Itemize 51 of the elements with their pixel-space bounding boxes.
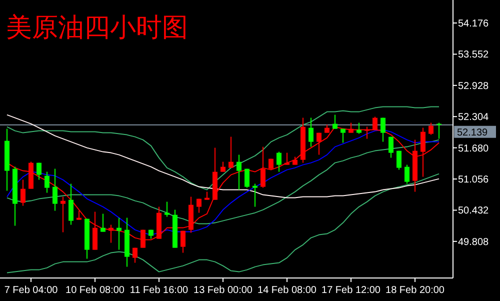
candlestick (100, 213, 106, 232)
x-tick-label: 11 Feb 16:00 (130, 285, 189, 296)
line-series (6, 173, 440, 274)
line-series (6, 114, 440, 198)
candlestick (20, 179, 26, 206)
candlestick (228, 136, 234, 168)
candlestick (276, 151, 282, 172)
candlestick (68, 183, 74, 226)
candlestick (428, 122, 434, 136)
candlestick (132, 247, 138, 264)
x-tick-label: 10 Feb 08:00 (66, 285, 125, 296)
y-tick-label: 49.808 (458, 236, 490, 248)
candlestick (180, 230, 186, 254)
candlestick (316, 132, 322, 156)
candlestick (356, 122, 362, 134)
candlestick (260, 146, 266, 188)
x-tick-label: 7 Feb 04:00 (4, 285, 58, 296)
candlestick (388, 136, 394, 158)
candlestick (436, 122, 442, 140)
candlestick (116, 217, 122, 250)
y-tick-label: 51.680 (458, 143, 490, 154)
x-tick-label: 18 Feb 20:00 (386, 285, 445, 296)
candlestick (308, 117, 314, 148)
candlestick (396, 150, 402, 170)
text: 美原油四小时图 (6, 13, 188, 43)
y-tick-label: 51.056 (458, 174, 490, 186)
y-tick-label: 53.552 (458, 50, 490, 61)
y-tick-label: 52.928 (458, 80, 490, 92)
x-tick-label: 13 Feb 00:00 (194, 285, 253, 296)
candlestick (404, 164, 410, 184)
candlestick (332, 114, 338, 130)
line-series (6, 106, 440, 190)
candlestick (36, 162, 42, 180)
y-tick-label: 50.432 (458, 206, 490, 217)
y-tick-label: 52.304 (458, 112, 490, 124)
candlestick (380, 117, 386, 142)
candlestick (52, 168, 58, 212)
ref-line-label: 52.139 (457, 127, 488, 138)
candlestick (60, 196, 66, 233)
candlestick (252, 183, 258, 208)
x-tick-label: 17 Feb 12:00 (322, 285, 381, 296)
candlestick (196, 198, 202, 214)
candlestick (220, 161, 226, 172)
candlestick (236, 154, 242, 190)
candlestick (340, 128, 346, 144)
candlestick (164, 201, 170, 218)
candlestick (244, 168, 250, 188)
candlestick (284, 152, 290, 166)
x-tick-label: 14 Feb 08:00 (258, 285, 317, 296)
candlestick (44, 171, 50, 194)
y-tick-label: 54.176 (458, 18, 490, 30)
